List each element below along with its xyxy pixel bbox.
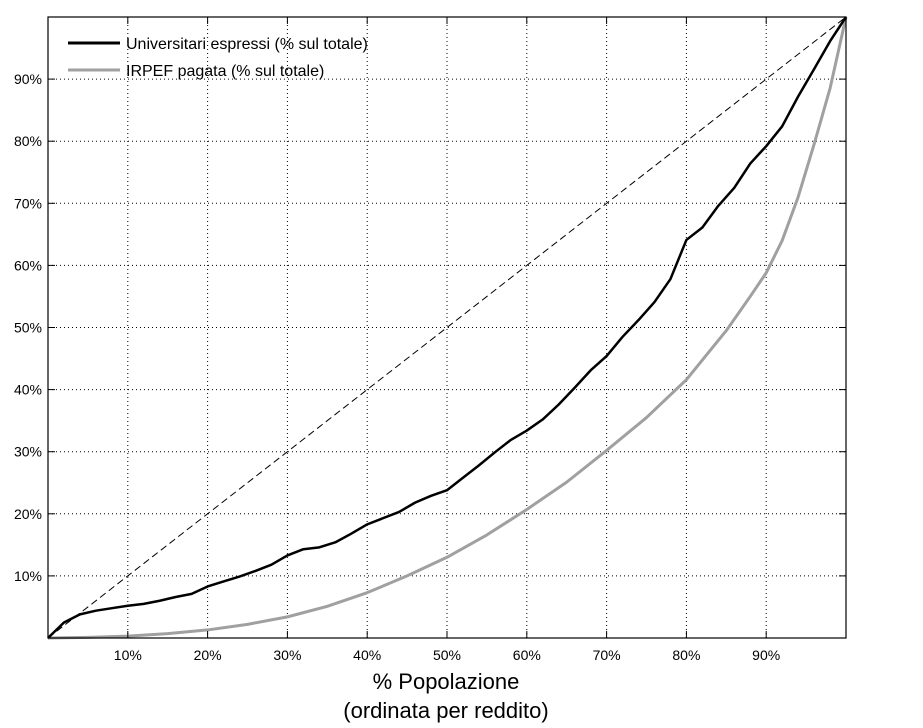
y-tick-label: 30% [14,444,42,460]
y-tick-label: 40% [14,382,42,398]
x-tick-label: 30% [273,647,301,663]
y-tick-label: 50% [14,320,42,336]
x-tick-label: 20% [194,647,222,663]
legend-label-irpef: IRPEF pagata (% sul totale) [126,63,324,80]
x-tick-label: 50% [433,647,461,663]
x-tick-labels: 10% 20% 30% 40% 50% 60% 70% 80% 90% [114,647,780,663]
y-tick-label: 80% [14,133,42,149]
y-tick-labels: 10% 20% 30% 40% 50% 60% 70% 80% 90% [14,71,42,584]
axis-ticks [48,17,846,638]
legend: Universitari espressi (% sul totale) IRP… [68,36,368,80]
y-tick-label: 20% [14,506,42,522]
equality-reference-line [47,16,847,639]
x-tick-label: 60% [513,647,541,663]
y-tick-label: 10% [14,568,42,584]
x-tick-label: 70% [593,647,621,663]
y-tick-label: 60% [14,257,42,273]
series-irpef-line [47,16,848,640]
y-tick-label: 90% [14,71,42,87]
grid-lines [48,17,846,638]
x-tick-label: 40% [353,647,381,663]
x-axis-label-secondary: (ordinata per reddito) [343,698,548,723]
x-tick-label: 90% [752,647,780,663]
x-tick-label: 80% [672,647,700,663]
x-axis-label: % Popolazione [373,669,520,694]
x-tick-label: 10% [114,647,142,663]
legend-label-universitari: Universitari espressi (% sul totale) [126,36,368,53]
y-tick-label: 70% [14,195,42,211]
series-universitari-line [47,16,848,639]
